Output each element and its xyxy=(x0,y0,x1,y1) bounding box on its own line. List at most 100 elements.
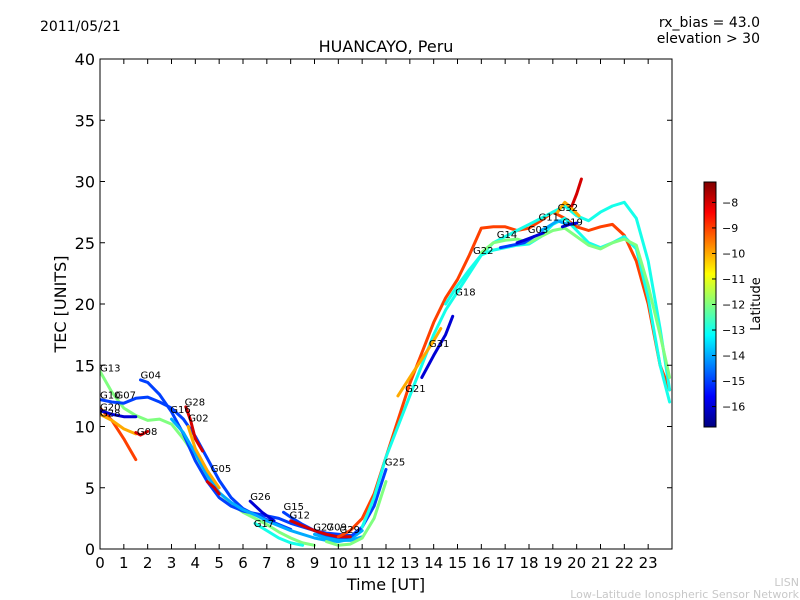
satellite-label-g02-9: G02 xyxy=(188,414,208,425)
satellite-label-g22-22: G22 xyxy=(473,246,493,257)
satellite-label-g19-27: G19 xyxy=(562,218,582,229)
series-line-g08-6 xyxy=(134,429,150,437)
series-line-g17-12 xyxy=(253,521,305,547)
satellite-label-g25-18: G25 xyxy=(385,458,405,469)
series-line-g32-26 xyxy=(556,200,581,218)
series-line-g02-9 xyxy=(186,425,221,490)
series-line-g26-11 xyxy=(248,499,276,523)
satellite-label-g09-16: G09 xyxy=(326,523,346,534)
satellite-label-g17-12: G17 xyxy=(254,519,274,530)
series-line-g22-22 xyxy=(479,226,672,379)
series-line-g11-25 xyxy=(539,219,569,232)
series-layer xyxy=(100,177,672,547)
x-axis-label: Time [UT] xyxy=(346,575,425,594)
x-tick-label-21: 21 xyxy=(591,554,610,572)
colorbar-tick-label-13: −13 xyxy=(722,324,745,337)
x-tick-label-6: 6 xyxy=(238,554,248,572)
satellite-label-g07-2: G07 xyxy=(116,390,136,401)
colorbar-tick-label-12: −12 xyxy=(722,299,745,312)
satellite-label-g29-17: G29 xyxy=(340,525,360,536)
series-line-g28-4 xyxy=(100,412,138,436)
colorbar-tick-label-11: −11 xyxy=(722,273,745,286)
colorbar-tick-label-9: −9 xyxy=(722,222,738,235)
series-line-g25-18 xyxy=(360,200,672,529)
x-tick-label-8: 8 xyxy=(286,554,296,572)
series-line-g27-15 xyxy=(313,532,364,542)
x-tick-label-17: 17 xyxy=(496,554,515,572)
x-tick-label-5: 5 xyxy=(214,554,224,572)
x-tick-label-10: 10 xyxy=(329,554,348,572)
x-tick-label-0: 0 xyxy=(95,554,105,572)
series-line-g05-10 xyxy=(205,480,221,496)
x-tick-label-3: 3 xyxy=(167,554,177,572)
rx-bias-label: rx_bias = 43.0 xyxy=(659,15,760,31)
y-tick-label-5: 5 xyxy=(85,479,95,498)
x-tick-label-18: 18 xyxy=(519,554,538,572)
satellite-label-g11-25: G11 xyxy=(539,213,559,224)
date-label: 2011/05/21 xyxy=(40,19,121,35)
x-tick-label-1: 1 xyxy=(119,554,129,572)
satellite-label-g21-19: G21 xyxy=(405,384,425,395)
satellite-label-g28-8: G28 xyxy=(185,398,205,409)
satellite-label-g31-20: G31 xyxy=(429,339,449,350)
y-tick-label-35: 35 xyxy=(75,111,95,130)
satellite-label-g27-15: G27 xyxy=(313,523,333,534)
colorbar-tick-label-8: −8 xyxy=(722,196,738,209)
series-line-g31-20 xyxy=(420,314,455,379)
x-tick-label-16: 16 xyxy=(472,554,491,572)
satellite-label-g13-0: G13 xyxy=(100,363,120,374)
colorbar-tick-layer: −8 −9 −10 −11 −12 −13 −14 −15 −16 xyxy=(712,196,745,414)
x-tick-label-12: 12 xyxy=(376,554,395,572)
y-tick-label-10: 10 xyxy=(75,418,95,437)
satellite-label-g04-5: G04 xyxy=(141,371,161,382)
satellite-label-g12-14: G12 xyxy=(290,510,310,521)
elevation-label: elevation > 30 xyxy=(657,31,760,47)
satellite-label-g10-1: G10 xyxy=(100,390,120,401)
chart-title: HUANCAYO, Peru xyxy=(319,37,454,56)
x-tick-label-7: 7 xyxy=(262,554,272,572)
series-line-g07-2 xyxy=(100,406,138,462)
colorbar-label: Latitude xyxy=(749,277,764,331)
x-tick-label-2: 2 xyxy=(143,554,153,572)
y-axis-label: TEC [UNITS] xyxy=(51,256,70,354)
x-tick-label-22: 22 xyxy=(615,554,634,572)
satellite-label-g16-7: G16 xyxy=(170,405,190,416)
x-tick-label-4: 4 xyxy=(191,554,201,572)
plot-background xyxy=(100,59,672,549)
series-line-g09-16 xyxy=(324,480,388,547)
watermark-network: Low-Latitude Ionospheric Sensor Network xyxy=(570,588,799,600)
satellite-label-g18-21: G18 xyxy=(455,287,475,298)
satellite-label-g32-26: G32 xyxy=(558,203,578,214)
series-line-g03-24 xyxy=(515,231,545,245)
satellite-label-g05-10: G05 xyxy=(211,464,231,475)
y-tick-label-25: 25 xyxy=(75,234,95,253)
x-tick-label-20: 20 xyxy=(567,554,586,572)
x-tick-label-19: 19 xyxy=(543,554,562,572)
satellite-label-g28-4: G28 xyxy=(100,409,120,420)
satellite-label-g20-3: G20 xyxy=(100,403,120,414)
colorbar-tick-label-14: −14 xyxy=(722,350,745,363)
series-line-g21-19 xyxy=(396,327,443,398)
y-tick-label-15: 15 xyxy=(75,356,95,375)
x-tick-label-15: 15 xyxy=(448,554,467,572)
series-line-g28-8 xyxy=(184,405,204,453)
y-tick-label-30: 30 xyxy=(75,173,95,192)
satellite-label-layer: G13G10G07G20G28G04G08G16G28G02G05G26G17G… xyxy=(100,203,583,536)
x-tick-label-14: 14 xyxy=(424,554,443,572)
x-tick-label-13: 13 xyxy=(400,554,419,572)
colorbar-tick-label-10: −10 xyxy=(722,247,745,260)
satellite-label-g15-13: G15 xyxy=(284,502,304,513)
axis-tick-layer: 0 1 2 3 4 5 6 7 8 9 10 11 12 13 14 15 16 17 18 19 20 21 22 2305… xyxy=(75,50,672,572)
satellite-label-g14-23: G14 xyxy=(497,230,517,241)
series-line-g20-3 xyxy=(100,409,138,419)
y-tick-label-20: 20 xyxy=(75,295,95,314)
watermark-lisn: LISN xyxy=(774,576,799,589)
satellite-label-g08-6: G08 xyxy=(137,427,157,438)
series-line-g16-7 xyxy=(170,417,364,544)
series-line-g01-28 xyxy=(570,177,583,208)
series-line-g19-27 xyxy=(560,221,579,229)
x-tick-label-11: 11 xyxy=(353,554,372,572)
satellite-label-g26-11: G26 xyxy=(250,492,270,503)
colorbar-tick-label-16: −16 xyxy=(722,401,745,414)
